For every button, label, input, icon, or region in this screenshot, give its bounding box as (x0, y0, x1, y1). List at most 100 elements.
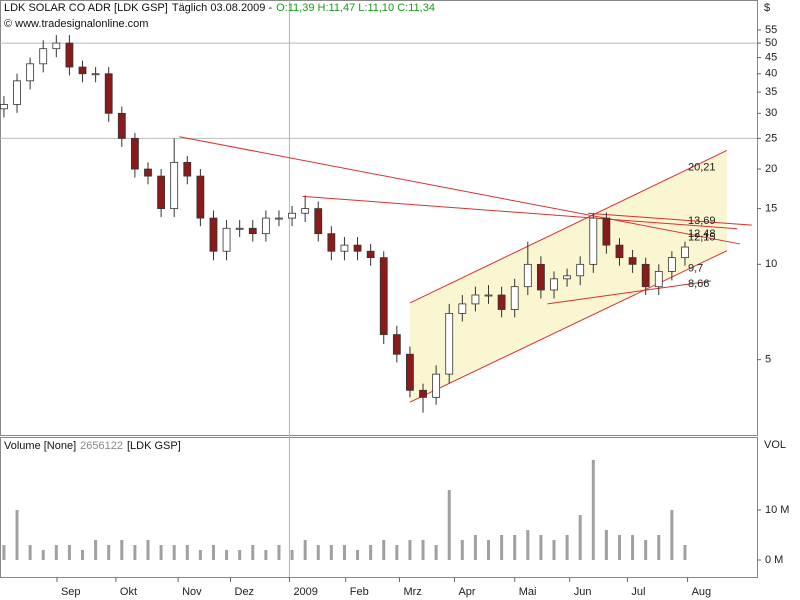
candle-body (366, 250, 375, 259)
x-tick-label: Apr (458, 586, 475, 598)
volume-bar (225, 550, 229, 560)
volume-bar (434, 545, 438, 560)
volume-bar (81, 550, 85, 560)
y-tick-label: 10 (765, 258, 777, 270)
candle-body (458, 303, 467, 314)
volume-bar (617, 535, 621, 560)
volume-bar (172, 545, 176, 560)
volume-bar (604, 530, 608, 560)
volume-bar (303, 540, 307, 560)
trend-line (588, 212, 752, 226)
candle-body (13, 80, 21, 105)
volume-bar (107, 545, 111, 560)
y-tick-label: 25 (765, 132, 777, 144)
volume-bar (447, 490, 451, 560)
volume-bar (120, 540, 124, 560)
volume-bar (185, 545, 189, 560)
candle-body (222, 227, 231, 252)
candle-body (157, 175, 165, 210)
candle-body (445, 312, 454, 375)
candle-body (589, 217, 598, 265)
candle-body (654, 270, 663, 288)
channel-line (409, 250, 728, 403)
candle-body (314, 208, 323, 235)
trend-line (547, 280, 712, 305)
candle-body (52, 42, 61, 50)
candle-body (39, 48, 48, 65)
volume-bar (565, 535, 569, 560)
candle-body (550, 278, 558, 291)
volume-bar (198, 550, 202, 560)
candle-body (497, 294, 506, 310)
volume-bar (670, 510, 674, 560)
volume-bar (591, 460, 595, 560)
candle-body (602, 217, 611, 246)
candle-body (183, 161, 192, 177)
volume-bar (395, 545, 399, 560)
candle-body (288, 212, 296, 219)
candle-body (144, 168, 152, 177)
candle-body (327, 233, 336, 252)
y-tick-label: 55 (765, 24, 777, 36)
volume-bar (487, 540, 491, 560)
volume-bar (578, 515, 582, 560)
candle-body (379, 257, 388, 335)
volume-bar (500, 535, 504, 560)
volume-bar (526, 530, 530, 560)
candle-body (628, 257, 637, 265)
candle-body (91, 73, 100, 76)
x-tick-label: Aug (692, 586, 712, 598)
volume-header: Volume [None] 2656122 [LDK GSP] (4, 440, 185, 452)
candle-body (576, 263, 585, 277)
candle-body (261, 217, 270, 235)
y-tick-label: 50 (765, 37, 777, 49)
volume-bar (211, 545, 215, 560)
volume-bar (238, 550, 242, 560)
candle-body (209, 217, 218, 252)
volume-bar (473, 535, 477, 560)
candle-body (406, 353, 414, 391)
candle-body (340, 244, 349, 252)
y-tick-label: 15 (765, 203, 777, 215)
candle-body (130, 137, 139, 170)
volume-bar (2, 545, 6, 560)
volume-bar (513, 535, 517, 560)
volume-bar (159, 545, 163, 560)
candle-body (510, 286, 519, 310)
quote: O:11,39 H:11,47 L:11,10 C:11,34 (276, 2, 435, 14)
y-tick-label: 5 (765, 354, 771, 366)
candle-body (392, 334, 401, 355)
x-tick-label: Nov (182, 586, 202, 598)
x-tick-label: Dez (235, 586, 255, 598)
candle-body (523, 263, 532, 288)
volume-bar (329, 545, 333, 560)
level-label: 8,66 (688, 278, 709, 290)
candle-body (615, 244, 624, 259)
y-tick-label: 0 M (765, 554, 783, 566)
candle-body (471, 294, 480, 305)
volume-bar (408, 540, 412, 560)
volume-bar (264, 550, 268, 560)
volume-pane (0, 437, 758, 578)
trend-line (179, 136, 741, 245)
volume-bar (342, 545, 346, 560)
x-tick-label: 2009 (293, 586, 317, 598)
volume-bar (251, 545, 255, 560)
x-tick-label: Jun (574, 586, 592, 598)
volume-bar (460, 540, 464, 560)
trend-line (302, 195, 738, 230)
volume-bar (94, 540, 98, 560)
candle-body (0, 104, 8, 110)
volume-bar (133, 545, 137, 560)
candle-body (117, 112, 126, 139)
candle-body (65, 42, 74, 68)
candle-body (563, 275, 571, 280)
level-label: 20,21 (688, 162, 716, 174)
candle-body (641, 263, 650, 288)
x-tick-label: Mrz (403, 586, 421, 598)
volume-bar (15, 510, 19, 560)
candle-body (484, 294, 493, 297)
volume-title: Volume [None] (4, 440, 77, 452)
